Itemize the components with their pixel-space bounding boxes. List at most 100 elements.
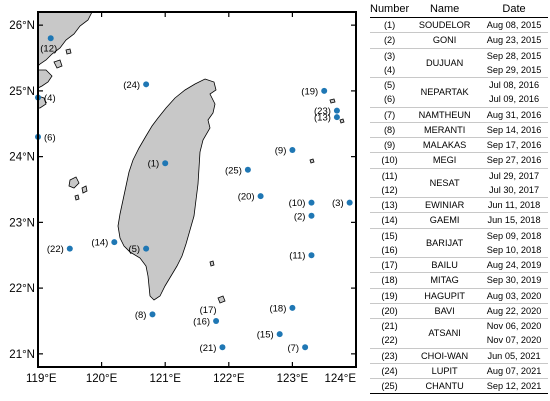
cell-name: BARIJAT [409, 227, 481, 258]
cell-date: Aug 07, 2021 [480, 362, 548, 379]
cell-date: Sep 28, 2015 [480, 47, 548, 63]
typhoon-table-panel: Number Name Date (1) SOUDELOR Aug 08, 2015… [370, 2, 550, 395]
table-row: (18) MITAG Sep 30, 2019 [370, 272, 548, 288]
typhoon-point [333, 107, 340, 114]
lon-label: 123°E [277, 373, 309, 385]
table-row: (8) MERANTI Sep 14, 2016 [370, 121, 548, 138]
typhoon-point [244, 166, 251, 173]
cell-number: (10) [370, 152, 410, 168]
typhoon-point-label: (10) [289, 198, 306, 209]
table-row: (21) ATSANI Nov 06, 2020 [370, 318, 548, 348]
table-row: (25) CHANTU Sep 12, 2021 [370, 377, 548, 395]
typhoon-point-label: (18) [269, 303, 286, 314]
map-panel: 26°N 25°N 24°N 23°N 22°N 21°N 119°E 120°E 121°E… [9, 11, 357, 385]
table-row: (1) SOUDELOR Aug 08, 2015 [370, 18, 548, 33]
typhoon-point-label: (24) [123, 80, 140, 91]
cell-name: MALAKAS [409, 136, 481, 153]
map-frame [37, 11, 357, 368]
typhoon-point [289, 147, 296, 154]
typhoon-point [47, 35, 54, 42]
cell-number: (5) [370, 77, 410, 93]
table-row: (2) GONI Aug 23, 2015 [370, 32, 548, 48]
table-row: (12) Jul 30, 2017 [370, 183, 548, 198]
ryukyu-islet-3 [309, 158, 315, 164]
typhoon-point-label: (16) [193, 316, 210, 327]
latitude-labels: 26°N 25°N 24°N 23°N 22°N 21°N [9, 20, 35, 361]
cell-name: MERANTI [409, 121, 481, 138]
typhoon-point [308, 212, 315, 219]
ryukyu-islet-2 [339, 118, 345, 124]
cell-name: LUPIT [409, 362, 481, 379]
cell-number: (17) [370, 256, 410, 273]
typhoon-point-label: (9) [275, 146, 287, 157]
cell-number: (24) [370, 362, 410, 379]
typhoon-point-label: (23) [314, 106, 331, 117]
typhoon-point-label: (1) [148, 159, 160, 170]
table-row: (20) BAVI Aug 22, 2020 [370, 302, 548, 319]
coastal-islet-a [53, 59, 63, 69]
cell-name: NESAT [409, 167, 481, 198]
cell-number: (22) [381, 335, 398, 346]
cell-date: Jul 08, 2016 [480, 77, 548, 93]
cell-name: GONI [409, 32, 481, 48]
typhoon-table: Number Name Date (1) SOUDELOR Aug 08, 2015… [370, 2, 548, 395]
cell-number: (7) [370, 106, 410, 123]
lat-label: 25°N [9, 86, 35, 98]
typhoon-point-label: (4) [44, 93, 56, 104]
cell-date: Nov 07, 2020 [486, 335, 542, 346]
table-row: (11) NESAT Jul 29, 2017 [370, 167, 548, 198]
cell-number: (9) [370, 136, 410, 153]
typhoon-point [333, 114, 340, 121]
table-row: (23) CHOI-WAN Jun 05, 2021 [370, 347, 548, 364]
cell-number: (15) [370, 227, 410, 243]
typhoon-point-label: (22) [47, 244, 64, 255]
fujian-coast-mid [38, 69, 53, 89]
typhoon-point-label: (7) [287, 343, 299, 354]
cell-number: (4) [383, 64, 396, 75]
typhoon-point-label: (6) [44, 132, 56, 143]
fujian-coast-north [38, 12, 93, 67]
typhoon-point [276, 331, 283, 338]
cell-name: NAMTHEUN [409, 106, 481, 123]
column-header-number: Number [370, 2, 410, 18]
typhoon-point-label: (15) [257, 330, 274, 341]
cell-number: (18) [370, 272, 410, 288]
cell-name: SOUDELOR [418, 20, 471, 31]
cell-name: DUJUAN [409, 47, 481, 78]
cell-date: Aug 31, 2016 [480, 106, 548, 123]
cell-date: Aug 03, 2020 [480, 287, 548, 304]
typhoon-points: (1) (2) (3) (4) (5) (6) (7) (8) (9) (10) (11) (12) (… [35, 35, 353, 354]
cell-date: Sep 30, 2019 [480, 272, 548, 288]
typhoon-point [219, 344, 226, 351]
typhoon-point [162, 160, 169, 167]
cell-number: (12) [381, 184, 398, 195]
lon-label: 124°E [325, 373, 357, 385]
cell-number: (19) [370, 287, 410, 304]
cell-name: CHANTU [409, 377, 481, 395]
table-row: (14) GAEMI Jun 15, 2018 [370, 212, 548, 228]
table-row: (9) MALAKAS Sep 17, 2016 [370, 136, 548, 153]
cell-name: EWINIAR [409, 196, 481, 213]
cell-name: GAEMI [409, 212, 481, 228]
cell-number: (3) [370, 47, 410, 63]
cell-date: Sep 09, 2018 [480, 227, 548, 243]
table-row: (13) EWINIAR Jun 11, 2018 [370, 196, 548, 213]
typhoon-point-label: (25) [225, 165, 242, 176]
table-row: (19) HAGUPIT Aug 03, 2020 [370, 287, 548, 304]
coastal-islet-b [65, 48, 72, 55]
typhoon-point [257, 193, 264, 200]
cell-number: (11) [370, 167, 410, 183]
cell-number: (20) [370, 302, 410, 319]
cell-date: Jun 11, 2018 [480, 196, 548, 213]
land-layer [38, 12, 345, 304]
penghu-island [68, 176, 80, 189]
lon-label: 120°E [86, 373, 118, 385]
typhoon-point [308, 252, 315, 259]
map-figure: 26°N 25°N 24°N 23°N 22°N 21°N 119°E 120°E 121°E… [9, 11, 357, 385]
typhoon-point [143, 245, 150, 252]
cell-name: CHOI-WAN [409, 347, 481, 364]
typhoon-point-label: (14) [91, 238, 108, 249]
cell-number: (25) [370, 377, 410, 395]
cell-date: Sep 17, 2016 [480, 136, 548, 153]
typhoon-point-label: (13) [314, 113, 331, 124]
